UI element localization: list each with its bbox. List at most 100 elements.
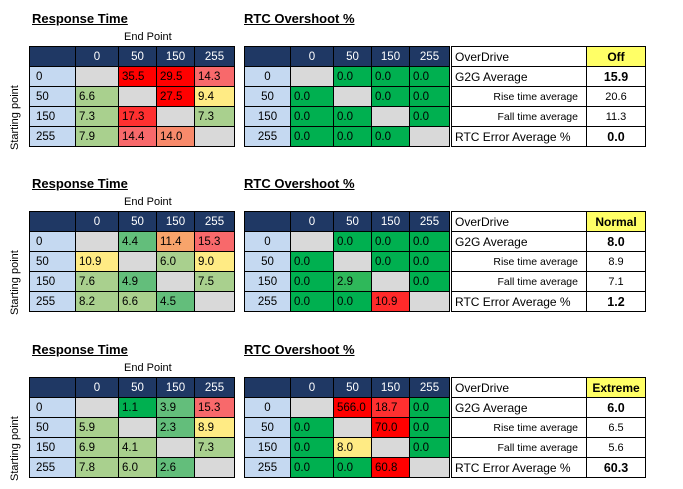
empty-cell (290, 231, 334, 252)
fall-time-average-label: Fall time average (451, 271, 587, 292)
g2g-average-label: G2G Average (451, 66, 587, 87)
empty-cell (118, 251, 157, 272)
summary-row-overdrive: OverDrive Off (451, 46, 646, 67)
value-cell: 6.0 (156, 251, 195, 272)
fall-time-average-value: 11.3 (586, 106, 646, 127)
summary-row-rtc-error-average: RTC Error Average % 1.2 (451, 291, 646, 312)
table-row: 50 6.6 27.5 9.4 (29, 86, 235, 107)
fall-time-average-label: Fall time average (451, 437, 587, 458)
value-cell: 0.0 (290, 251, 334, 272)
g2g-average-value: 6.0 (586, 397, 646, 418)
value-cell: 0.0 (409, 86, 450, 107)
column-header: 150 (156, 211, 195, 232)
value-cell: 9.0 (194, 251, 235, 272)
table-row: 255 0.0 0.0 10.9 (244, 291, 450, 312)
value-cell: 8.2 (75, 291, 119, 312)
value-cell: 0.0 (409, 397, 450, 418)
overdrive-value: Off (586, 46, 646, 67)
summary-row-fall-time-average: Fall time average 11.3 (451, 106, 646, 127)
value-cell: 6.6 (75, 86, 119, 107)
rtc-overshoot-table: 0 50 150 255 0 0.0 0.0 0.0 50 0.0 0.0 0.0 150 0.0 2.9 0… (244, 211, 450, 312)
table-row: 255 0.0 0.0 0.0 (244, 126, 450, 147)
row-header: 150 (29, 106, 76, 127)
value-cell: 0.0 (290, 86, 334, 107)
table-row: 150 0.0 2.9 0.0 (244, 271, 450, 292)
empty-cell (409, 457, 450, 478)
value-cell: 9.4 (194, 86, 235, 107)
column-header: 150 (371, 377, 410, 398)
empty-cell (118, 417, 157, 438)
rtc-overshoot-title: RTC Overshoot % (244, 176, 355, 191)
value-cell: 1.1 (118, 397, 157, 418)
starting-point-label: Starting point (9, 250, 21, 315)
empty-cell (333, 417, 372, 438)
overdrive-label: OverDrive (451, 46, 587, 67)
column-header: 0 (75, 46, 119, 67)
row-header: 150 (244, 437, 291, 458)
row-header: 0 (29, 397, 76, 418)
header-row: 0 50 150 255 (244, 211, 450, 232)
column-header: 50 (118, 211, 157, 232)
empty-cell (409, 126, 450, 147)
row-header: 0 (244, 66, 291, 87)
value-cell: 566.0 (333, 397, 372, 418)
header-row: 0 50 150 255 (29, 211, 235, 232)
value-cell: 6.9 (75, 437, 119, 458)
value-cell: 10.9 (75, 251, 119, 272)
value-cell: 6.6 (118, 291, 157, 312)
row-header: 50 (29, 251, 76, 272)
row-header: 50 (244, 251, 291, 272)
empty-cell (371, 106, 410, 127)
column-header: 50 (118, 377, 157, 398)
row-header: 255 (244, 126, 291, 147)
value-cell: 7.3 (75, 106, 119, 127)
summary-table: OverDrive Off G2G Average 15.9 Rise time ave… (451, 46, 646, 147)
column-header: 255 (194, 211, 235, 232)
value-cell: 10.9 (371, 291, 410, 312)
summary-table: OverDrive Extreme G2G Average 6.0 Rise time … (451, 377, 646, 478)
value-cell: 11.4 (156, 231, 195, 252)
starting-point-label: Starting point (9, 416, 21, 481)
response-time-table: 0 50 150 255 0 35.5 29.5 14.3 50 6.6 27.5 9.4 150 7.3… (29, 46, 235, 147)
column-header: 0 (290, 377, 334, 398)
section-off: Response Time RTC Overshoot % End Point Sta… (0, 8, 683, 158)
rise-time-average-value: 8.9 (586, 251, 646, 272)
header-row: 0 50 150 255 (29, 46, 235, 67)
table-row: 50 0.0 0.0 0.0 (244, 251, 450, 272)
value-cell: 0.0 (333, 126, 372, 147)
value-cell: 0.0 (371, 126, 410, 147)
value-cell: 7.3 (194, 106, 235, 127)
empty-cell (75, 397, 119, 418)
value-cell: 15.3 (194, 231, 235, 252)
value-cell: 0.0 (371, 251, 410, 272)
value-cell: 70.0 (371, 417, 410, 438)
value-cell: 14.3 (194, 66, 235, 87)
section-normal: Response Time RTC Overshoot % End Point Sta… (0, 173, 683, 323)
value-cell: 0.0 (290, 417, 334, 438)
empty-cell (409, 291, 450, 312)
row-header: 150 (29, 271, 76, 292)
table-row: 0 566.0 18.7 0.0 (244, 397, 450, 418)
value-cell: 0.0 (409, 437, 450, 458)
empty-cell (156, 437, 195, 458)
row-header: 150 (244, 271, 291, 292)
value-cell: 4.5 (156, 291, 195, 312)
empty-cell (371, 437, 410, 458)
column-header: 255 (409, 46, 450, 67)
value-cell: 17.3 (118, 106, 157, 127)
empty-cell (290, 397, 334, 418)
rtc-overshoot-table: 0 50 150 255 0 566.0 18.7 0.0 50 0.0 70.0 0.0 150 0.0… (244, 377, 450, 478)
column-header (29, 46, 76, 67)
column-header (244, 46, 291, 67)
value-cell: 8.9 (194, 417, 235, 438)
value-cell: 0.0 (371, 66, 410, 87)
summary-row-rtc-error-average: RTC Error Average % 60.3 (451, 457, 646, 478)
value-cell: 6.0 (118, 457, 157, 478)
table-row: 150 0.0 0.0 0.0 (244, 106, 450, 127)
value-cell: 3.9 (156, 397, 195, 418)
empty-cell (333, 86, 372, 107)
value-cell: 0.0 (333, 231, 372, 252)
value-cell: 0.0 (409, 106, 450, 127)
value-cell: 0.0 (409, 231, 450, 252)
row-header: 50 (244, 86, 291, 107)
